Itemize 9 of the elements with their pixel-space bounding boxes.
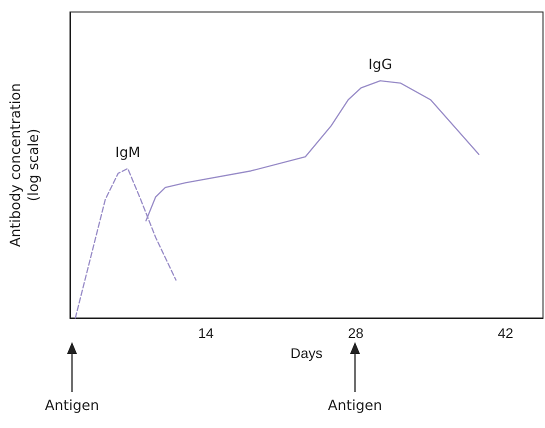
annotation: IgM — [115, 144, 140, 161]
text: Antigen — [44, 398, 100, 414]
x-tick-label: 42 — [498, 325, 514, 341]
x-tick-label: 28 — [348, 325, 364, 341]
text: Antigen — [328, 398, 382, 414]
x-axis-title: Days — [290, 345, 322, 361]
annotation: IgG — [368, 56, 392, 73]
y-axis-title: Antibody concentration (log scale) — [7, 82, 43, 249]
x-tick-label: 14 — [198, 325, 214, 341]
